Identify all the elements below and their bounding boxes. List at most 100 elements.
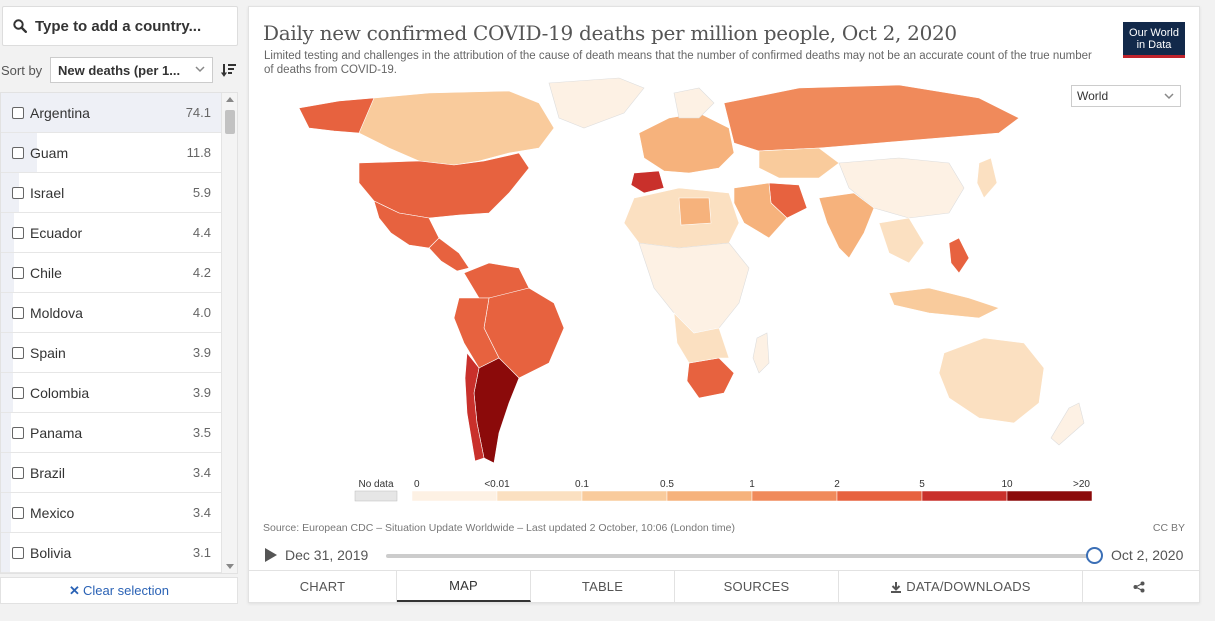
map-region-madagascar[interactable] bbox=[752, 332, 770, 374]
country-checkbox[interactable] bbox=[12, 546, 24, 559]
country-value: 3.5 bbox=[192, 425, 211, 440]
tab-map-label: MAP bbox=[449, 578, 478, 593]
tab-map[interactable]: MAP bbox=[397, 571, 531, 602]
list-scrollbar[interactable] bbox=[221, 93, 237, 573]
country-checkbox[interactable] bbox=[12, 226, 24, 239]
map-region-southeast-asia[interactable] bbox=[878, 217, 925, 264]
country-search-input[interactable] bbox=[35, 17, 225, 35]
scroll-down-icon[interactable] bbox=[226, 564, 234, 569]
play-icon[interactable] bbox=[265, 548, 277, 562]
country-checkbox[interactable] bbox=[12, 506, 24, 519]
map-region-central-africa[interactable] bbox=[638, 242, 750, 334]
country-name: Chile bbox=[30, 264, 62, 281]
country-row[interactable]: Bolivia 3.1 bbox=[1, 533, 237, 573]
map-region-canada[interactable] bbox=[328, 90, 555, 166]
chevron-down-icon bbox=[195, 66, 205, 73]
map-region-europe[interactable] bbox=[638, 112, 735, 174]
country-checkbox[interactable] bbox=[12, 346, 24, 359]
country-value: 5.9 bbox=[192, 185, 211, 200]
country-checkbox[interactable] bbox=[12, 466, 24, 479]
legend-color-bin[interactable] bbox=[411, 490, 498, 502]
scroll-up-icon[interactable] bbox=[226, 97, 234, 102]
sort-select[interactable]: New deaths (per 1... bbox=[50, 57, 213, 83]
sidebar: Sort by New deaths (per 1... Argentina 74… bbox=[0, 0, 240, 604]
map-region-new-zealand[interactable] bbox=[1050, 402, 1085, 446]
country-row[interactable]: Mexico 3.4 bbox=[1, 493, 237, 533]
map-region-central-america[interactable] bbox=[428, 237, 470, 272]
country-checkbox[interactable] bbox=[12, 146, 24, 159]
country-name: Argentina bbox=[30, 104, 90, 121]
sort-order-icon[interactable] bbox=[221, 62, 237, 78]
scroll-thumb[interactable] bbox=[225, 110, 235, 134]
timeline-track[interactable] bbox=[386, 554, 1094, 558]
country-value: 4.2 bbox=[192, 265, 211, 280]
country-value: 4.4 bbox=[192, 225, 211, 240]
country-value: 3.1 bbox=[192, 545, 211, 560]
map-region-india[interactable] bbox=[818, 192, 875, 259]
legend-tick-label: 1 bbox=[749, 479, 755, 490]
country-checkbox[interactable] bbox=[12, 426, 24, 439]
share-icon bbox=[1133, 581, 1145, 592]
tab-data-downloads-label: DATA/DOWNLOADS bbox=[906, 579, 1031, 594]
country-checkbox[interactable] bbox=[12, 306, 24, 319]
share-button[interactable] bbox=[1083, 571, 1199, 602]
owid-logo[interactable]: Our World in Data bbox=[1123, 22, 1185, 58]
map-region-japan[interactable] bbox=[976, 157, 998, 199]
tab-sources[interactable]: SOURCES bbox=[675, 571, 839, 602]
clear-selection-button[interactable]: ✕ Clear selection bbox=[0, 577, 238, 604]
country-row[interactable]: Spain 3.9 bbox=[1, 333, 237, 373]
timeline-handle[interactable] bbox=[1086, 547, 1103, 564]
map-region-spain[interactable] bbox=[630, 170, 665, 194]
country-search-box[interactable] bbox=[2, 6, 238, 46]
country-row[interactable]: Chile 4.2 bbox=[1, 253, 237, 293]
map-region-middle-east[interactable] bbox=[733, 182, 788, 239]
map-region-russia[interactable] bbox=[723, 84, 1020, 152]
tab-data-downloads[interactable]: DATA/DOWNLOADS bbox=[839, 571, 1083, 602]
country-row[interactable]: Guam 11.8 bbox=[1, 133, 237, 173]
country-checkbox[interactable] bbox=[12, 186, 24, 199]
country-value-bar bbox=[1, 253, 14, 292]
tab-table[interactable]: TABLE bbox=[531, 571, 675, 602]
legend-color-bin[interactable] bbox=[1006, 490, 1093, 502]
country-row[interactable]: Argentina 74.1 bbox=[1, 93, 237, 133]
legend-color-bin[interactable] bbox=[836, 490, 923, 502]
country-checkbox[interactable] bbox=[12, 106, 24, 119]
country-checkbox[interactable] bbox=[12, 266, 24, 279]
map-region-chile[interactable] bbox=[464, 352, 485, 462]
country-name: Panama bbox=[30, 424, 83, 441]
tab-chart[interactable]: CHART bbox=[249, 571, 397, 602]
legend-tick-label: 5 bbox=[919, 479, 925, 490]
map-region-southern-africa[interactable] bbox=[673, 312, 730, 364]
download-icon bbox=[891, 581, 902, 593]
chart-panel: Daily new confirmed COVID-19 deaths per … bbox=[248, 6, 1200, 603]
legend-color-bin[interactable] bbox=[751, 490, 838, 502]
map-region-alaska[interactable] bbox=[298, 97, 375, 134]
map-region-libya[interactable] bbox=[678, 197, 712, 226]
legend-color-bin[interactable] bbox=[496, 490, 583, 502]
map-region-central-asia[interactable] bbox=[758, 147, 840, 179]
country-value-bar bbox=[1, 373, 13, 412]
country-row[interactable]: Moldova 4.0 bbox=[1, 293, 237, 333]
country-row[interactable]: Brazil 3.4 bbox=[1, 453, 237, 493]
country-row[interactable]: Israel 5.9 bbox=[1, 173, 237, 213]
map-region-philippines[interactable] bbox=[948, 237, 970, 274]
region-select[interactable]: World bbox=[1071, 85, 1181, 107]
country-list[interactable]: Argentina 74.1 Guam 11.8 Israel 5.9 Ecuador 4.4… bbox=[0, 92, 238, 574]
map-region-indonesia[interactable] bbox=[888, 287, 1000, 319]
map-region-australia[interactable] bbox=[938, 337, 1045, 424]
chart-license[interactable]: CC BY bbox=[1152, 522, 1185, 534]
country-checkbox[interactable] bbox=[12, 386, 24, 399]
legend-color-bin[interactable] bbox=[666, 490, 753, 502]
map-region-greenland[interactable] bbox=[548, 77, 645, 129]
legend-color-bin[interactable] bbox=[581, 490, 668, 502]
map-region-south-africa[interactable] bbox=[686, 357, 735, 399]
map-region-china[interactable] bbox=[838, 157, 965, 219]
country-row[interactable]: Colombia 3.9 bbox=[1, 373, 237, 413]
map-region-scandinavia[interactable] bbox=[673, 87, 715, 119]
country-row[interactable]: Panama 3.5 bbox=[1, 413, 237, 453]
country-value-bar bbox=[1, 173, 19, 212]
world-map[interactable] bbox=[279, 73, 1129, 473]
country-name: Ecuador bbox=[30, 224, 83, 241]
legend-color-bin[interactable] bbox=[921, 490, 1008, 502]
country-row[interactable]: Ecuador 4.4 bbox=[1, 213, 237, 253]
